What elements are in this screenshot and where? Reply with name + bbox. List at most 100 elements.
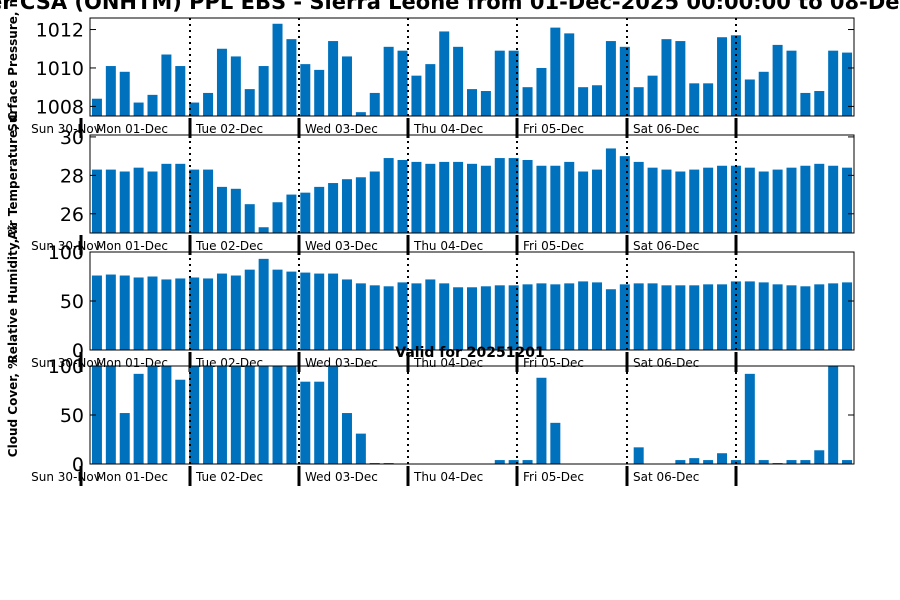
temperature-bar bbox=[328, 183, 339, 233]
cloud-bar bbox=[216, 366, 227, 464]
temperature-bar bbox=[786, 167, 797, 233]
pressure-bar bbox=[522, 87, 533, 116]
cloud-bar bbox=[842, 460, 853, 464]
pressure-bar bbox=[203, 92, 214, 116]
temperature-bar bbox=[828, 165, 839, 233]
day-label: Sat 06-Dec bbox=[633, 356, 699, 370]
day-label: Fri 05-Dec bbox=[523, 239, 584, 253]
cloud-bar bbox=[161, 366, 172, 464]
pressure-bar bbox=[397, 50, 408, 116]
pressure-bar bbox=[286, 39, 297, 116]
temperature-bar bbox=[730, 165, 741, 233]
humidity-bar bbox=[216, 273, 227, 350]
humidity-bar bbox=[703, 284, 714, 350]
temperature-bar bbox=[203, 169, 214, 233]
temperature-bar bbox=[633, 161, 644, 233]
pressure-bar bbox=[439, 31, 450, 117]
temperature-bar bbox=[605, 148, 616, 233]
temperature-bar bbox=[689, 169, 700, 233]
pressure-bar bbox=[689, 83, 700, 116]
day-label: Wed 03-Dec bbox=[305, 122, 378, 136]
pressure-bar bbox=[244, 89, 255, 116]
humidity-bar bbox=[536, 283, 547, 350]
cloud-bar bbox=[536, 377, 547, 464]
temperature-bar bbox=[703, 167, 714, 233]
cloud-bar bbox=[272, 366, 283, 464]
temperature-bar bbox=[300, 192, 311, 233]
temperature-bar bbox=[175, 163, 186, 233]
y-tick-label: 100 bbox=[48, 242, 84, 264]
humidity-bar bbox=[661, 285, 672, 350]
pressure-bar bbox=[258, 66, 269, 116]
pressure-bar bbox=[661, 39, 672, 116]
pressure-bar bbox=[91, 98, 102, 116]
temperature-bar bbox=[772, 169, 783, 233]
temperature-bar bbox=[258, 227, 269, 233]
temperature-bar bbox=[105, 169, 116, 233]
temperature-bar bbox=[369, 171, 380, 233]
y-tick-label: 26 bbox=[60, 204, 84, 226]
pressure-bar bbox=[175, 66, 186, 116]
temperature-bar bbox=[411, 161, 422, 233]
temperature-bar bbox=[453, 161, 464, 233]
start-date-label: Sun 30-Nov bbox=[31, 122, 101, 136]
humidity-bar bbox=[828, 283, 839, 350]
humidity-bar bbox=[508, 285, 519, 350]
pressure-bar bbox=[272, 23, 283, 116]
humidity-bar bbox=[550, 284, 561, 350]
temperature-bar bbox=[425, 163, 436, 233]
humidity-bar bbox=[147, 276, 158, 350]
pressure-bar bbox=[328, 41, 339, 117]
humidity-bar bbox=[814, 284, 825, 350]
cloud-bar bbox=[522, 460, 533, 464]
pressure-bar bbox=[564, 33, 575, 117]
temperature-bar bbox=[578, 171, 589, 233]
cloud-bar bbox=[286, 366, 297, 464]
temperature-bar bbox=[536, 165, 547, 233]
temperature-bar bbox=[314, 186, 325, 233]
pressure-bar bbox=[467, 89, 477, 116]
cloud-bar bbox=[258, 366, 269, 464]
day-label: Mon 01-Dec bbox=[96, 239, 168, 253]
humidity-ylabel: Relative Humidity, % bbox=[6, 223, 20, 364]
temperature-bar bbox=[133, 167, 144, 233]
pressure-bar bbox=[355, 112, 366, 116]
pressure-bar bbox=[119, 71, 130, 116]
temperature-bar bbox=[522, 159, 533, 233]
pressure-bar bbox=[800, 92, 811, 116]
cloud-bar bbox=[147, 366, 158, 464]
pressure-bar bbox=[536, 67, 547, 116]
day-label: Thu 04-Dec bbox=[413, 470, 483, 484]
cloud-bar bbox=[244, 366, 255, 464]
day-label: Thu 04-Dec bbox=[413, 122, 483, 136]
cloud-bar bbox=[328, 366, 339, 464]
pressure-bar bbox=[605, 41, 616, 117]
cloud-bar bbox=[314, 381, 325, 464]
day-label: Sat 06-Dec bbox=[633, 122, 699, 136]
humidity-bar bbox=[175, 278, 186, 350]
temperature-bar bbox=[230, 188, 241, 233]
pressure-bar bbox=[592, 85, 603, 116]
humidity-bar bbox=[675, 285, 686, 350]
temperature-bar bbox=[480, 165, 491, 233]
humidity-bar bbox=[439, 283, 450, 350]
pressure-axes-box bbox=[89, 17, 855, 117]
humidity-bar bbox=[842, 282, 853, 350]
pressure-bar bbox=[703, 83, 714, 116]
pressure-bar bbox=[453, 46, 464, 116]
temperature-axes-box bbox=[89, 134, 855, 234]
temperature-bar bbox=[119, 171, 130, 233]
humidity-bar bbox=[341, 279, 352, 350]
temperature-bar bbox=[272, 202, 283, 233]
temperature-bar bbox=[661, 169, 672, 233]
pressure-bar bbox=[744, 79, 755, 116]
cloud-bar bbox=[633, 447, 644, 464]
cloud-bar bbox=[341, 413, 352, 464]
temperature-bar bbox=[439, 161, 450, 233]
temperature-bar bbox=[467, 163, 477, 233]
cloud-bar bbox=[689, 458, 700, 464]
pressure-bar bbox=[842, 52, 853, 116]
pressure-bar bbox=[717, 37, 728, 116]
temperature-bar bbox=[508, 158, 519, 233]
cloud-bar bbox=[828, 366, 839, 464]
